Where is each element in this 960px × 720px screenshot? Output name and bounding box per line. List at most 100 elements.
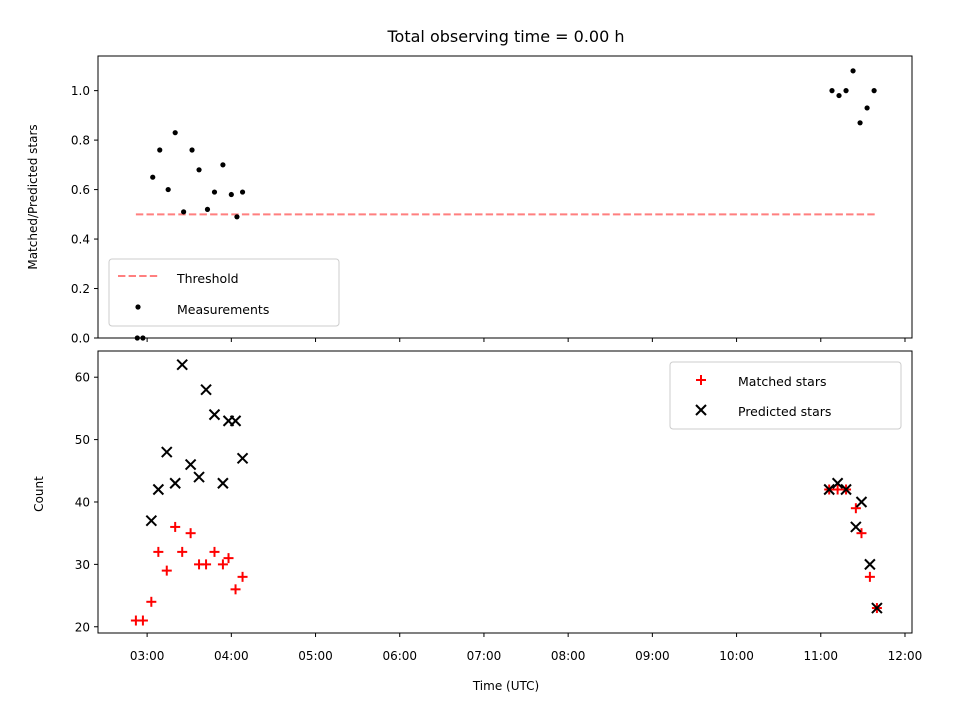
x-tick-label: 11:00: [803, 649, 838, 663]
x-tick-label: 08:00: [551, 649, 586, 663]
measurement-point: [857, 120, 863, 126]
bottom-y-tick-label: 50: [75, 433, 90, 447]
x-axis-label: Time (UTC): [472, 679, 539, 693]
measurement-point: [211, 189, 218, 195]
matched-star-point: [201, 559, 212, 570]
top-y-tick-label: 0.0: [71, 332, 90, 346]
top-y-tick-label: 0.4: [71, 233, 90, 247]
measurement-point: [220, 162, 226, 168]
measurement-point: [157, 147, 163, 153]
top-x-ticks: [146, 338, 906, 342]
predicted-star-point: [840, 483, 852, 496]
top-y-tick-label: 0.8: [71, 134, 90, 148]
measurement-point: [196, 167, 202, 173]
top-y-tick-label: 1.0: [71, 84, 90, 98]
matched-star-point: [146, 596, 157, 607]
matched-star-point: [864, 571, 875, 582]
matched-star-point: [209, 546, 220, 557]
measurement-point: [234, 214, 240, 220]
top-y-axis-label: Matched/Predicted stars: [26, 124, 40, 269]
measurement-point: [829, 88, 835, 94]
predicted-star-point: [145, 514, 158, 527]
matched-star-point: [223, 553, 234, 564]
predicted-star-point: [871, 602, 883, 614]
bottom-x-ticks: 03:00 04:00 05:00 06:00 07:00 08:00 09:00 10:00…: [130, 633, 922, 663]
bottom-y-axis-label: Count: [32, 476, 46, 512]
bottom-y-tick-label: 40: [75, 495, 90, 509]
matched-star-point: [185, 528, 196, 539]
measurement-point: [181, 209, 187, 215]
measurement-point: [204, 206, 211, 212]
predicted-star-point: [831, 477, 844, 489]
legend-matched-swatch: [696, 375, 706, 385]
top-legend-box: [108, 258, 340, 327]
legend-predicted-swatch: [695, 404, 707, 416]
matched-star-point: [170, 521, 181, 532]
bottom-series: [130, 359, 883, 626]
measurement-point: [850, 68, 856, 74]
predicted-star-point: [236, 452, 249, 465]
measurement-point: [150, 174, 156, 180]
bottom-legend: Matched stars Predicted stars: [669, 361, 902, 430]
bottom-y-tick-label: 60: [75, 371, 90, 385]
legend-matched-label: Matched stars: [738, 374, 826, 389]
predicted-star-point: [208, 408, 221, 421]
x-tick-label: 03:00: [130, 649, 165, 663]
predicted-star-point: [176, 359, 188, 371]
legend-predicted-label: Predicted stars: [738, 404, 831, 419]
predicted-star-point: [864, 558, 876, 571]
bottom-y-tick-label: 20: [75, 620, 90, 634]
matched-star-point: [850, 503, 861, 514]
predicted-star-point: [823, 483, 835, 496]
top-y-ticks: 0.0 0.2 0.4 0.6 0.8 1.0: [71, 84, 98, 346]
x-tick-label: 07:00: [467, 649, 502, 663]
measurement-point: [843, 88, 849, 94]
predicted-star-point: [850, 521, 862, 533]
predicted-star-point: [184, 458, 197, 471]
matched-star-point: [217, 559, 228, 570]
measurement-point: [239, 189, 246, 195]
measurement-point: [189, 147, 195, 153]
x-tick-label: 10:00: [719, 649, 754, 663]
matched-star-point: [856, 528, 867, 539]
predicted-star-point: [169, 477, 181, 489]
matched-star-point: [832, 484, 843, 495]
bottom-axes-frame: [97, 350, 913, 634]
measurement-point: [871, 88, 877, 94]
x-tick-label: 04:00: [214, 649, 249, 663]
x-tick-label: 09:00: [635, 649, 670, 663]
bottom-legend-box: [669, 361, 902, 430]
x-tick-label: 12:00: [888, 649, 923, 663]
matched-star-point: [230, 584, 241, 595]
matched-star-point: [137, 615, 148, 626]
top-legend: Threshold Measurements: [108, 258, 340, 327]
top-series: [134, 68, 877, 341]
measurement-point: [864, 105, 870, 111]
bottom-y-ticks: 20 30 40 50 60: [75, 371, 98, 634]
predicted-star-point: [229, 415, 242, 427]
x-tick-label: 06:00: [382, 649, 417, 663]
matched-star-point: [177, 546, 188, 557]
measurement-point: [165, 186, 171, 193]
measurement-point: [228, 191, 234, 198]
legend-measurements-label: Measurements: [177, 302, 269, 317]
predicted-star-point: [193, 471, 205, 483]
legend-threshold-label: Threshold: [176, 271, 239, 286]
top-y-tick-label: 0.6: [71, 183, 90, 197]
top-axes-frame: [97, 55, 913, 339]
top-panel: 0.0 0.2 0.4 0.6 0.8 1.0 Matched/Predicted sta…: [26, 55, 913, 346]
bottom-panel: 20 30 40 50 60 03:00 04:00 05:00 06:00 07:00 08:0…: [32, 350, 922, 693]
measurement-point: [172, 130, 178, 136]
predicted-star-point: [217, 477, 229, 489]
legend-measurements-swatch: [135, 304, 141, 310]
matched-star-point: [237, 571, 248, 582]
bottom-y-tick-label: 30: [75, 558, 90, 572]
x-tick-label: 05:00: [298, 649, 333, 663]
predicted-star-point: [855, 496, 868, 508]
predicted-star-point: [200, 383, 212, 396]
matched-star-point: [161, 565, 172, 576]
predicted-star-point: [161, 446, 173, 458]
top-y-tick-label: 0.2: [71, 282, 90, 296]
predicted-star-point: [152, 483, 165, 496]
